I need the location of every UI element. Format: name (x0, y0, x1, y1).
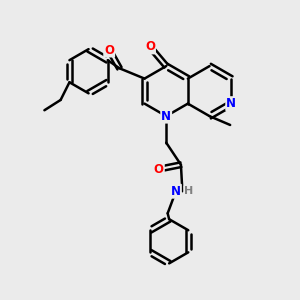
Text: O: O (145, 40, 155, 53)
Text: H: H (184, 186, 194, 196)
Text: N: N (226, 97, 236, 110)
Text: N: N (161, 110, 171, 123)
Text: O: O (104, 44, 114, 56)
Text: O: O (154, 163, 164, 176)
Text: N: N (171, 185, 181, 198)
